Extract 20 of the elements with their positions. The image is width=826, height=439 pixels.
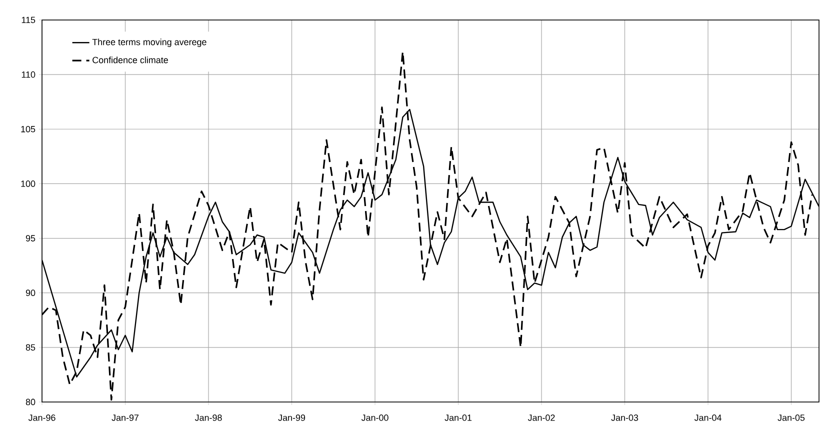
y-tick-label: 85 <box>26 344 36 351</box>
x-tick-label: Jan-02 <box>528 414 555 421</box>
x-tick-label: Jan-97 <box>112 414 139 421</box>
x-tick-label: Jan-03 <box>611 414 638 421</box>
x-tick-label: Jan-96 <box>28 414 56 421</box>
x-tick-label: Jan-05 <box>778 414 805 421</box>
legend-label: Confidence climate <box>92 56 168 64</box>
x-tick-label: Jan-98 <box>194 414 222 421</box>
legend-label: Three terms moving averege <box>92 38 206 47</box>
x-tick-label: Jan-04 <box>694 414 722 421</box>
x-tick-label: Jan-99 <box>278 414 306 421</box>
y-tick-label: 80 <box>26 398 36 406</box>
y-tick-label: 100 <box>21 180 36 187</box>
y-tick-label: 110 <box>22 71 36 78</box>
y-tick-label: 115 <box>22 16 36 24</box>
y-tick-label: 90 <box>26 290 36 296</box>
x-tick-label: Jan-00 <box>361 414 388 421</box>
y-tick-label: 95 <box>26 235 36 242</box>
y-tick-label: 105 <box>21 126 36 132</box>
x-tick-label: Jan-01 <box>444 414 472 421</box>
